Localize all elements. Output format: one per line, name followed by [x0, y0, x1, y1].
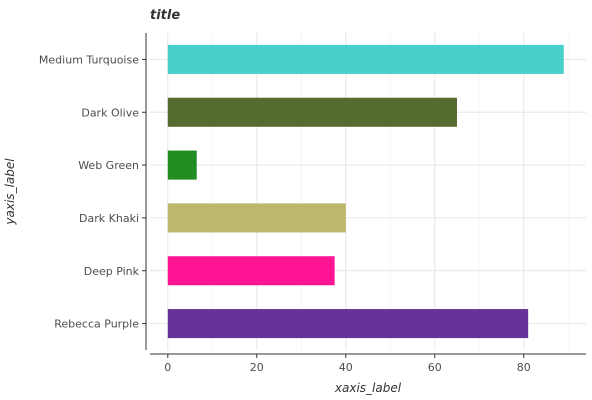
bar: [167, 256, 335, 286]
x-tick-label: 40: [339, 361, 353, 374]
x-axis-title: xaxis_label: [334, 381, 402, 395]
chart-title: title: [150, 8, 180, 23]
x-tick-label: 0: [164, 361, 171, 374]
x-axis: 0 20 40 60 80: [150, 353, 586, 374]
y-tick-label: Dark Olive: [81, 106, 139, 119]
bar: [167, 309, 529, 339]
x-tick-label: 60: [428, 361, 442, 374]
y-tick-label: Web Green: [78, 159, 139, 172]
y-tick-label: Deep Pink: [84, 265, 140, 278]
y-tick-label: Medium Turquoise: [39, 53, 139, 66]
bar: [167, 97, 457, 127]
bar: [167, 150, 197, 180]
bar: [167, 44, 564, 74]
y-tick-label: Dark Khaki: [79, 212, 139, 225]
bar: [167, 203, 346, 233]
y-axis: Rebecca Purple Deep Pink Dark Khaki Web Gre…: [39, 33, 147, 350]
plot-panel: [150, 33, 586, 350]
x-tick-label: 20: [250, 361, 264, 374]
x-tick-label: 80: [517, 361, 531, 374]
y-axis-title: yaxis_label: [3, 158, 17, 226]
bars: [167, 44, 564, 339]
y-tick-label: Rebecca Purple: [54, 318, 139, 331]
